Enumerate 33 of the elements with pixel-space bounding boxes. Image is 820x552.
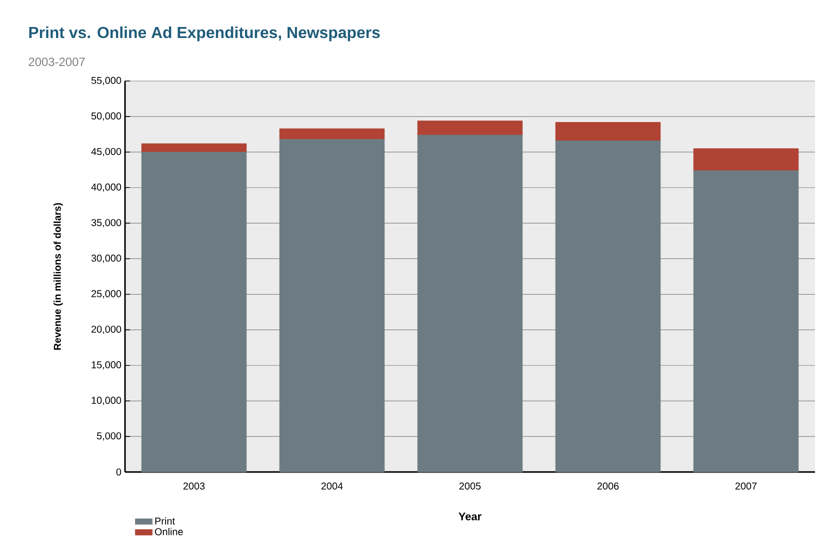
y-tick-label: 10,000	[92, 396, 122, 406]
y-tick-label: 40,000	[91, 184, 122, 192]
chart-title: Print vs. Online Ad Expenditures, Newspapers	[29, 26, 380, 42]
bar	[417, 120, 523, 136]
x-axis-title: Year	[458, 512, 482, 520]
y-tick-label: 45,000	[91, 148, 122, 156]
chart-subtitle: 2003-2007	[28, 58, 85, 66]
y-tick-label: 15,000	[92, 361, 122, 370]
x-tick-label: 2005	[459, 482, 481, 490]
bar	[693, 170, 799, 472]
legend-label: Online	[154, 528, 183, 536]
bar	[279, 139, 385, 472]
y-tick-label: 20,000	[92, 326, 122, 334]
x-tick-label: 2006	[597, 482, 619, 490]
y-tick-label: 25,000	[92, 290, 122, 298]
y-tick-label: 30,000	[91, 254, 122, 263]
y-tick-label: 50,000	[91, 112, 122, 121]
bar	[417, 134, 523, 472]
y-axis-title: Revenue (in millions of dollars)	[54, 203, 63, 350]
bar	[555, 140, 661, 472]
bar	[141, 143, 247, 152]
bar	[279, 128, 385, 140]
x-tick-label: 2004	[321, 482, 343, 490]
y-tick-label: 55,000	[91, 76, 122, 86]
y-tick-label: 0	[116, 468, 122, 476]
y-tick-label: 5,000	[96, 432, 122, 441]
x-tick-label: 2007	[735, 482, 757, 490]
bar	[141, 152, 247, 472]
legend-label: Print	[155, 517, 175, 525]
x-tick-label: 2003	[183, 482, 205, 490]
bar	[693, 148, 799, 171]
y-tick-label: 35,000	[91, 219, 122, 228]
bar	[555, 122, 661, 141]
